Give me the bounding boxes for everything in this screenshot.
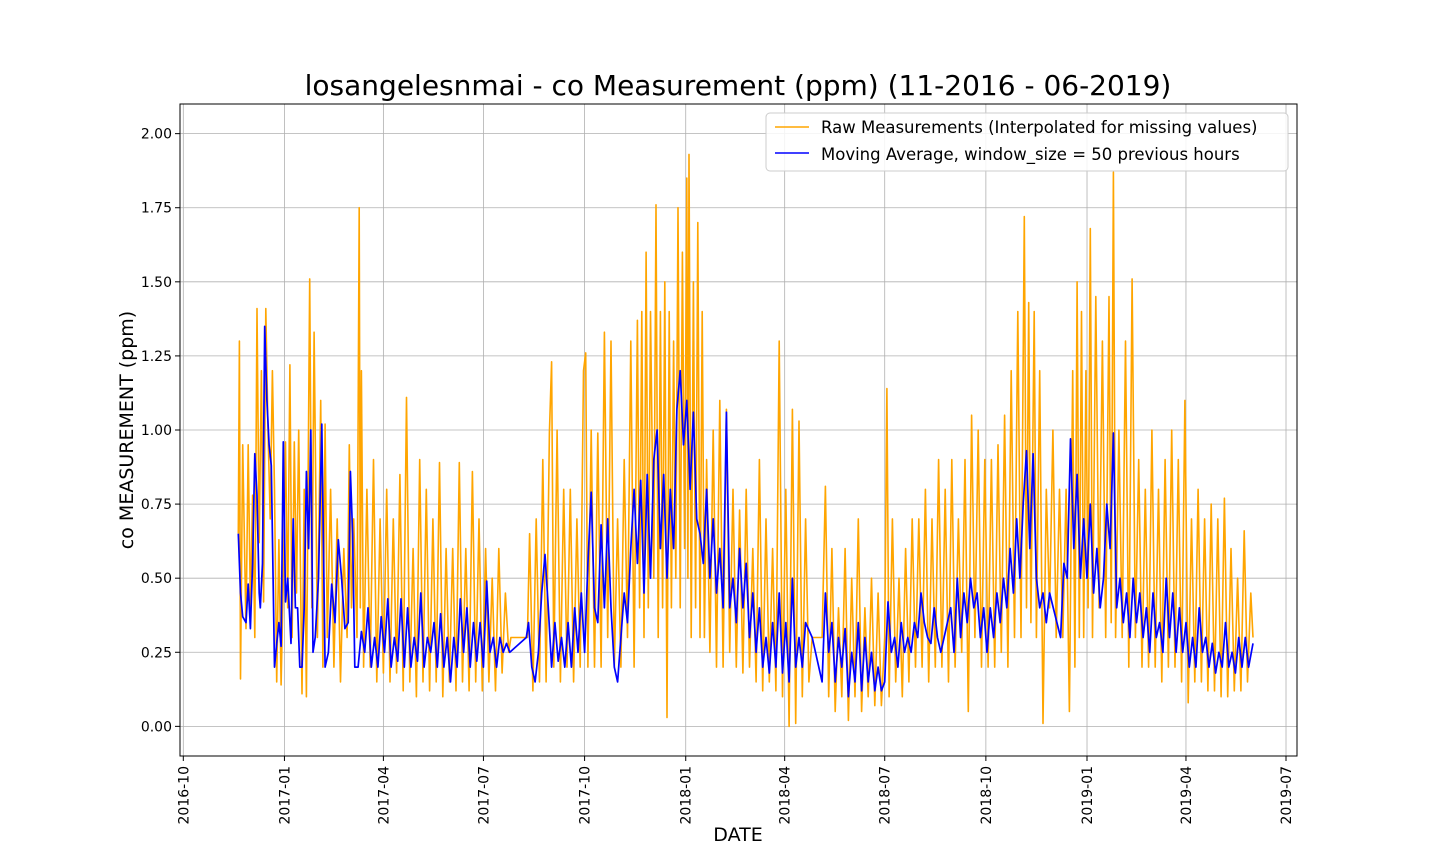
x-tick-label: 2019-01 — [1080, 766, 1096, 825]
grid — [180, 104, 1297, 756]
x-tick-label: 2016-10 — [176, 766, 192, 825]
y-tick-label: 1.00 — [141, 423, 172, 439]
y-tick-label: 1.25 — [141, 349, 172, 365]
x-tick-label: 2018-04 — [778, 766, 794, 825]
y-tick-label: 0.25 — [141, 645, 172, 661]
y-tick-label: 1.50 — [141, 275, 172, 291]
x-tick-label: 2018-10 — [979, 766, 995, 825]
y-tick-label: 2.00 — [141, 127, 172, 143]
legend-label-raw: Raw Measurements (Interpolated for missi… — [821, 118, 1258, 137]
y-axis: 0.00 0.25 0.50 0.75 1.00 1.25 1.50 1.75 2.00 — [141, 127, 180, 735]
x-tick-label: 2019-07 — [1279, 766, 1295, 825]
y-tick-label: 0.75 — [141, 497, 172, 513]
chart-title: losangelesnmai - co Measurement (ppm) (1… — [305, 69, 1172, 102]
y-tick-label: 0.00 — [141, 719, 172, 735]
legend: Raw Measurements (Interpolated for missi… — [765, 112, 1289, 172]
x-axis-label: DATE — [713, 824, 762, 846]
x-tick-label: 2019-04 — [1179, 766, 1195, 825]
x-tick-label: 2017-10 — [578, 766, 594, 825]
x-tick-label: 2018-01 — [679, 766, 695, 825]
x-tick-label: 2017-07 — [476, 766, 492, 825]
series-line-moving-average — [237, 325, 1254, 698]
series-line-raw — [237, 153, 1254, 728]
y-axis-label: co MEASUREMENT (ppm) — [116, 311, 138, 549]
y-tick-label: 0.50 — [141, 571, 172, 587]
legend-box — [765, 112, 1289, 172]
series-group — [237, 153, 1254, 728]
x-tick-label: 2018-07 — [878, 766, 894, 825]
x-tick-label: 2017-01 — [277, 766, 293, 825]
legend-label-moving-average: Moving Average, window_size = 50 previou… — [821, 145, 1240, 165]
y-tick-label: 1.75 — [141, 201, 172, 217]
x-axis: 2016-10 2017-01 2017-04 2017-07 2017-10 2018-… — [176, 756, 1295, 825]
x-tick-label: 2017-04 — [376, 766, 392, 825]
